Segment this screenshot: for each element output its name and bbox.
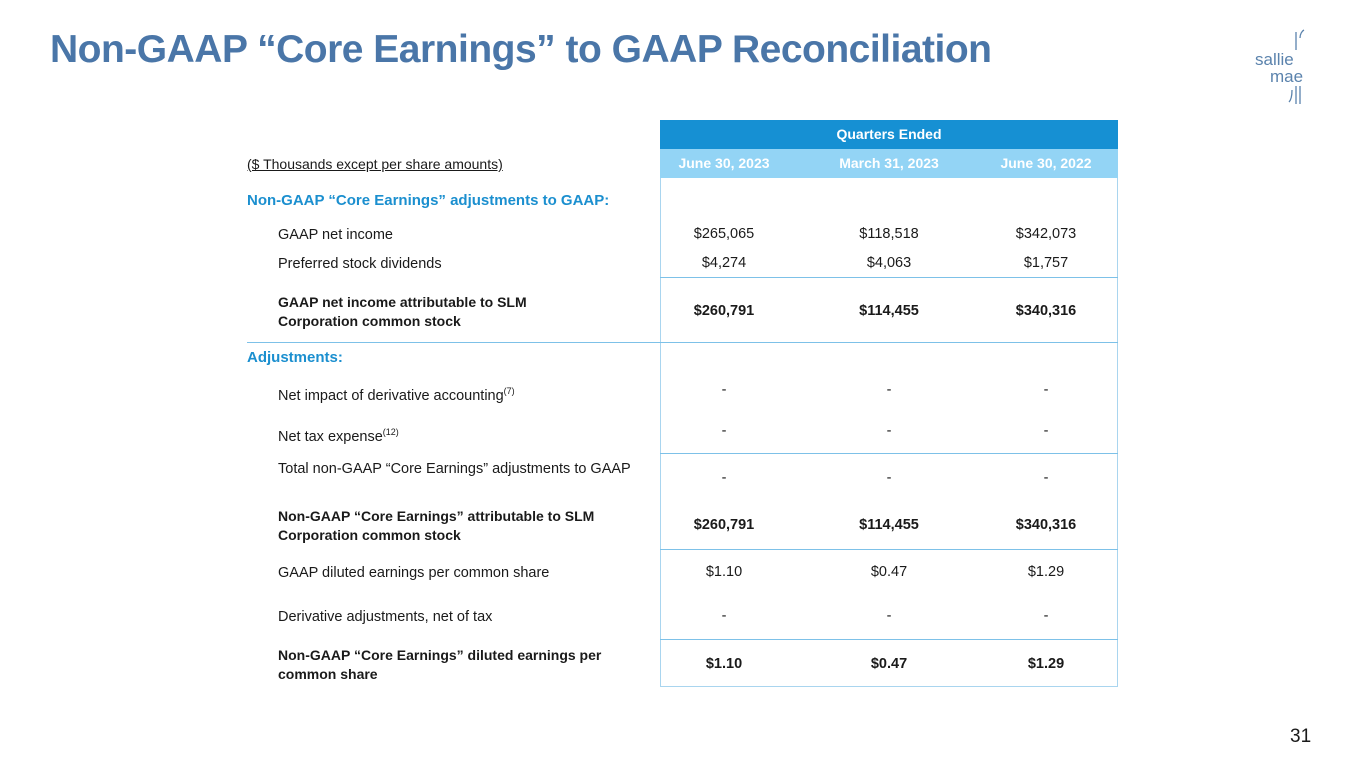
column-header: June 30, 2023 [678, 155, 770, 171]
data-columns-frame [660, 120, 1118, 687]
page-number: 31 [1290, 726, 1312, 747]
column-header: March 31, 2023 [839, 155, 939, 171]
sallie-mae-logo: sallie mae [1250, 28, 1330, 108]
units-label: ($ Thousands except per share amounts) [247, 156, 503, 172]
page-title: Non-GAAP “Core Earnings” to GAAP Reconci… [50, 28, 992, 71]
column-header: June 30, 2022 [1000, 155, 1092, 171]
section-heading: Adjustments: [247, 349, 343, 366]
column-headers: June 30, 2023 March 31, 2023 June 30, 20… [660, 149, 1118, 178]
section-heading: Non-GAAP “Core Earnings” adjustments to … [247, 192, 610, 209]
group-header: Quarters Ended [660, 120, 1118, 149]
